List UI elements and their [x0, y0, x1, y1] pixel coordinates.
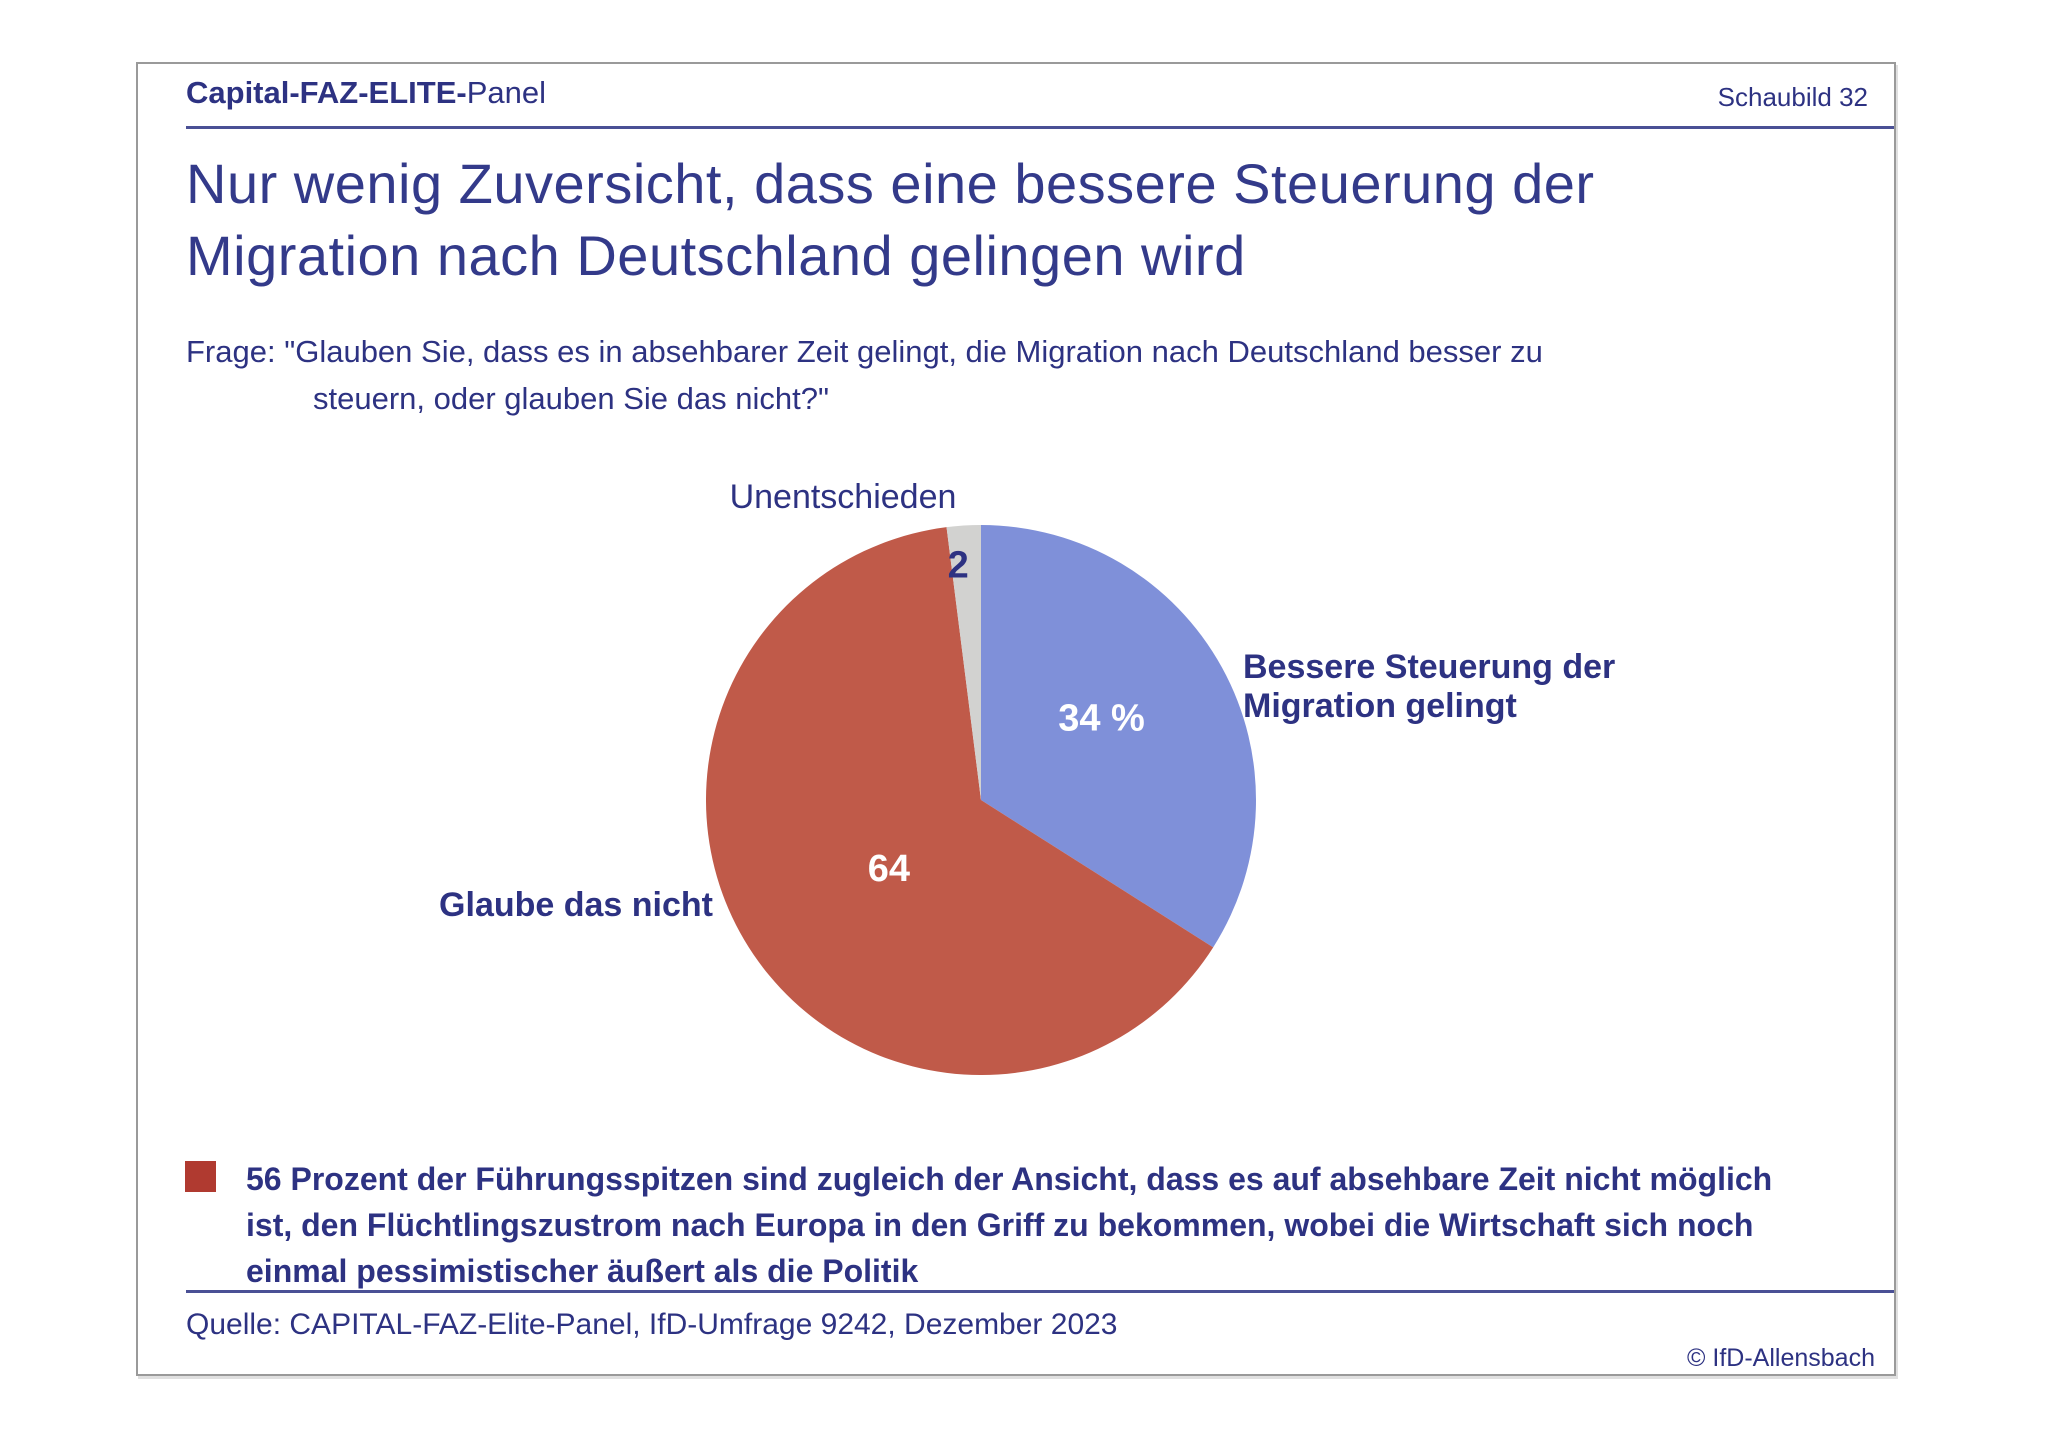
slide-title: Nur wenig Zuversicht, dass eine bessere …	[186, 148, 1595, 292]
slide-title-line1: Nur wenig Zuversicht, dass eine bessere …	[186, 152, 1595, 215]
slice-label-bessere-steuerung: Bessere Steuerung der Migration gelingt	[1243, 648, 1615, 726]
copyright-line: © IfD-Allensbach	[1687, 1344, 1875, 1372]
key-finding-line3: einmal pessimistischer äußert als die Po…	[246, 1253, 919, 1289]
pie-chart-area: 34 % 64 2 Unentschieden Bessere Steuerung …	[138, 64, 1894, 1374]
key-finding-line2: ist, den Flüchtlingszustrom nach Europa …	[246, 1207, 1754, 1243]
slide-card: Capital-FAZ-ELITE-Panel Schaubild 32 Nur…	[136, 62, 1896, 1376]
pie-value-label-1: 64	[868, 848, 910, 890]
pie-slice-1	[706, 527, 1214, 1075]
source-line: Quelle: CAPITAL-FAZ-Elite-Panel, IfD-Umf…	[186, 1308, 1118, 1341]
survey-question-line1: Frage: "Glauben Sie, dass es in absehbar…	[186, 334, 1543, 369]
pie-value-label-0: 34 %	[1058, 697, 1145, 739]
pie-value-label-2: 2	[948, 545, 969, 587]
slice-label-unentschieden: Unentschieden	[729, 478, 957, 516]
pie-chart: 34 % 64 2	[706, 525, 1256, 1075]
survey-question: Frage: "Glauben Sie, dass es in absehbar…	[186, 328, 1543, 422]
header-divider	[186, 126, 1894, 129]
footer-divider	[186, 1290, 1894, 1293]
pie-chart-svg: 34 % 64 2	[706, 525, 1256, 1075]
note-bullet-square	[185, 1161, 216, 1192]
panel-brand-regular: Panel	[466, 75, 547, 110]
survey-question-line2: steuern, oder glauben Sie das nicht?"	[313, 381, 829, 416]
pie-slice-0	[981, 525, 1256, 948]
key-finding-note: 56 Prozent der Führungsspitzen sind zugl…	[246, 1156, 1876, 1294]
slice-label-bessere-steuerung-line1: Bessere Steuerung der	[1243, 648, 1616, 686]
slice-label-glaube-das-nicht: Glaube das nicht	[439, 886, 713, 924]
pie-slice-2	[946, 525, 981, 800]
panel-brand: Capital-FAZ-ELITE-Panel	[186, 74, 546, 112]
figure-number: Schaubild 32	[1717, 82, 1868, 112]
panel-brand-bold: Capital-FAZ-ELITE-	[186, 75, 467, 110]
key-finding-line1: 56 Prozent der Führungsspitzen sind zugl…	[246, 1161, 1773, 1197]
slice-label-bessere-steuerung-line2: Migration gelingt	[1243, 687, 1517, 725]
slide-title-line2: Migration nach Deutschland gelingen wird	[186, 224, 1246, 287]
